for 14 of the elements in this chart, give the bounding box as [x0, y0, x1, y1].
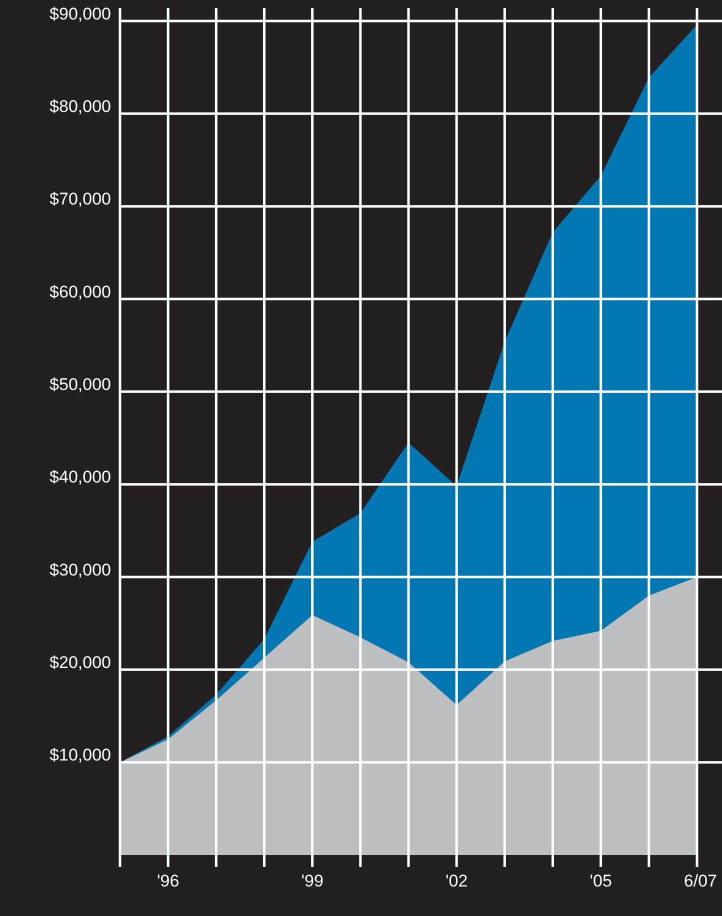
- x-tick-label: 6/07: [684, 872, 717, 891]
- x-tick-label: '05: [590, 872, 612, 891]
- y-tick-label: $20,000: [50, 652, 111, 672]
- y-tick-label: $40,000: [50, 468, 111, 487]
- y-tick-label: $60,000: [50, 282, 111, 302]
- y-tick-label: $70,000: [50, 190, 111, 209]
- y-tick-label: $90,000: [50, 4, 111, 24]
- x-tick-label: '02: [446, 872, 468, 891]
- y-tick-label: $80,000: [50, 96, 111, 116]
- x-tick-label: '99: [301, 872, 324, 891]
- y-tick-label: $10,000: [50, 746, 111, 765]
- x-tick-label: '96: [157, 872, 180, 891]
- y-tick-label: $30,000: [50, 560, 111, 580]
- y-tick-label: $50,000: [50, 374, 111, 394]
